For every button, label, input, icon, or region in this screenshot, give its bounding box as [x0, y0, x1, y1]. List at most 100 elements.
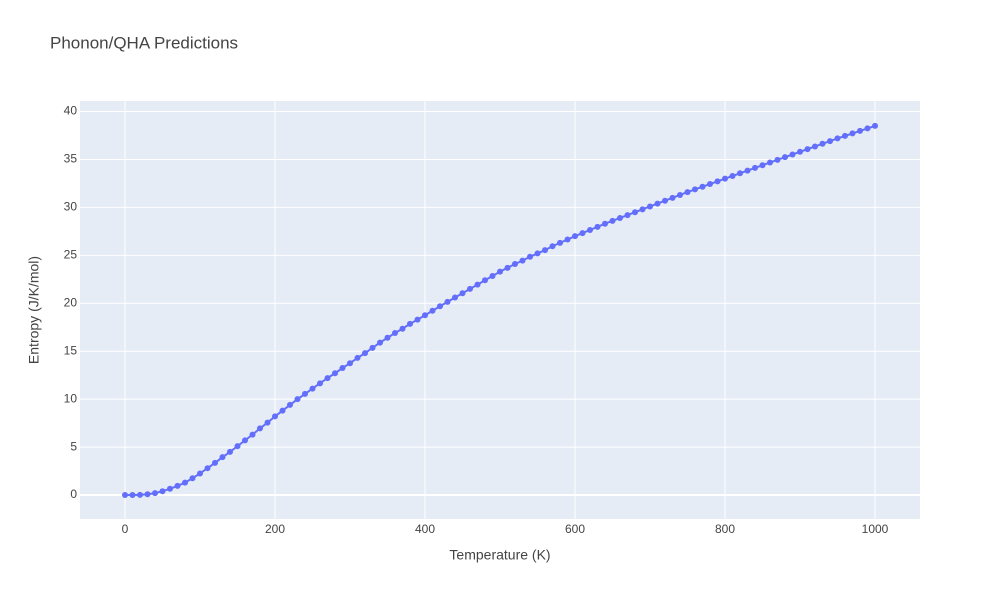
- y-tick-label: 15: [64, 343, 78, 357]
- marker: [534, 250, 541, 257]
- marker: [407, 320, 413, 327]
- marker: [827, 138, 833, 145]
- marker: [122, 492, 128, 499]
- marker: [587, 226, 593, 233]
- marker: [279, 407, 286, 414]
- marker: [362, 350, 368, 357]
- x-tick-label: 800: [715, 522, 735, 536]
- marker: [737, 170, 743, 177]
- marker: [557, 239, 563, 246]
- marker: [467, 285, 473, 292]
- marker: [812, 143, 818, 150]
- marker: [384, 334, 391, 341]
- marker: [324, 375, 331, 382]
- marker: [602, 220, 608, 227]
- marker: [549, 243, 556, 250]
- marker: [137, 491, 143, 498]
- marker: [692, 186, 698, 193]
- x-axis-label: Temperature (K): [449, 547, 550, 563]
- marker: [167, 485, 173, 492]
- marker: [489, 272, 496, 279]
- marker: [572, 233, 578, 240]
- marker: [647, 203, 653, 210]
- marker: [497, 268, 503, 275]
- marker: [159, 488, 166, 495]
- marker: [317, 380, 323, 387]
- marker: [227, 448, 233, 455]
- marker: [797, 148, 803, 155]
- marker: [872, 122, 878, 129]
- marker: [422, 312, 428, 319]
- marker: [377, 339, 383, 346]
- y-tick-label: 10: [64, 391, 78, 405]
- marker: [527, 253, 533, 260]
- marker: [789, 151, 796, 158]
- x-tick-label: 600: [565, 522, 585, 536]
- marker: [804, 146, 811, 153]
- marker: [699, 183, 706, 190]
- marker: [857, 127, 863, 134]
- marker: [782, 154, 788, 161]
- marker: [564, 236, 571, 243]
- marker: [347, 360, 353, 367]
- marker: [609, 217, 616, 224]
- marker: [339, 365, 346, 372]
- chart-title: Phonon/QHA Predictions: [50, 33, 238, 52]
- marker: [474, 281, 481, 288]
- marker: [129, 492, 136, 499]
- marker: [459, 290, 466, 297]
- marker: [152, 490, 158, 497]
- x-tick-label: 400: [415, 522, 435, 536]
- marker: [294, 396, 301, 403]
- x-tick-label: 200: [265, 522, 285, 536]
- marker: [519, 257, 526, 264]
- marker: [204, 465, 211, 472]
- marker: [654, 200, 661, 207]
- marker: [842, 132, 848, 139]
- x-tick-label: 0: [122, 522, 129, 536]
- y-tick-label: 40: [64, 104, 78, 118]
- y-tick-label: 0: [70, 487, 77, 501]
- marker: [684, 189, 691, 196]
- marker: [212, 459, 218, 466]
- marker: [759, 162, 766, 169]
- y-axis-label: Entropy (J/K/mol): [26, 256, 42, 364]
- marker: [512, 260, 518, 267]
- marker: [144, 491, 151, 498]
- marker: [264, 419, 271, 426]
- marker: [234, 443, 241, 450]
- marker: [437, 303, 443, 310]
- marker: [714, 178, 721, 185]
- marker: [864, 125, 871, 132]
- marker: [369, 344, 376, 351]
- marker: [729, 172, 736, 179]
- marker: [257, 425, 263, 432]
- marker: [707, 181, 713, 188]
- plot-area: [80, 101, 920, 519]
- marker: [744, 167, 751, 174]
- marker: [774, 156, 781, 163]
- marker: [849, 130, 856, 137]
- marker: [399, 325, 406, 332]
- marker: [219, 454, 226, 461]
- marker: [752, 164, 758, 171]
- y-tick-label: 30: [64, 200, 78, 214]
- marker: [767, 159, 773, 166]
- marker: [579, 230, 586, 237]
- marker: [189, 475, 196, 482]
- marker: [302, 390, 308, 397]
- marker: [197, 470, 203, 477]
- marker: [542, 247, 548, 254]
- marker: [482, 277, 488, 284]
- marker: [594, 223, 601, 230]
- marker: [834, 135, 841, 142]
- marker: [624, 212, 631, 219]
- y-tick-label: 20: [64, 295, 78, 309]
- marker: [242, 437, 248, 444]
- marker: [182, 479, 188, 486]
- marker: [249, 431, 256, 438]
- marker: [639, 206, 646, 213]
- marker: [677, 191, 683, 198]
